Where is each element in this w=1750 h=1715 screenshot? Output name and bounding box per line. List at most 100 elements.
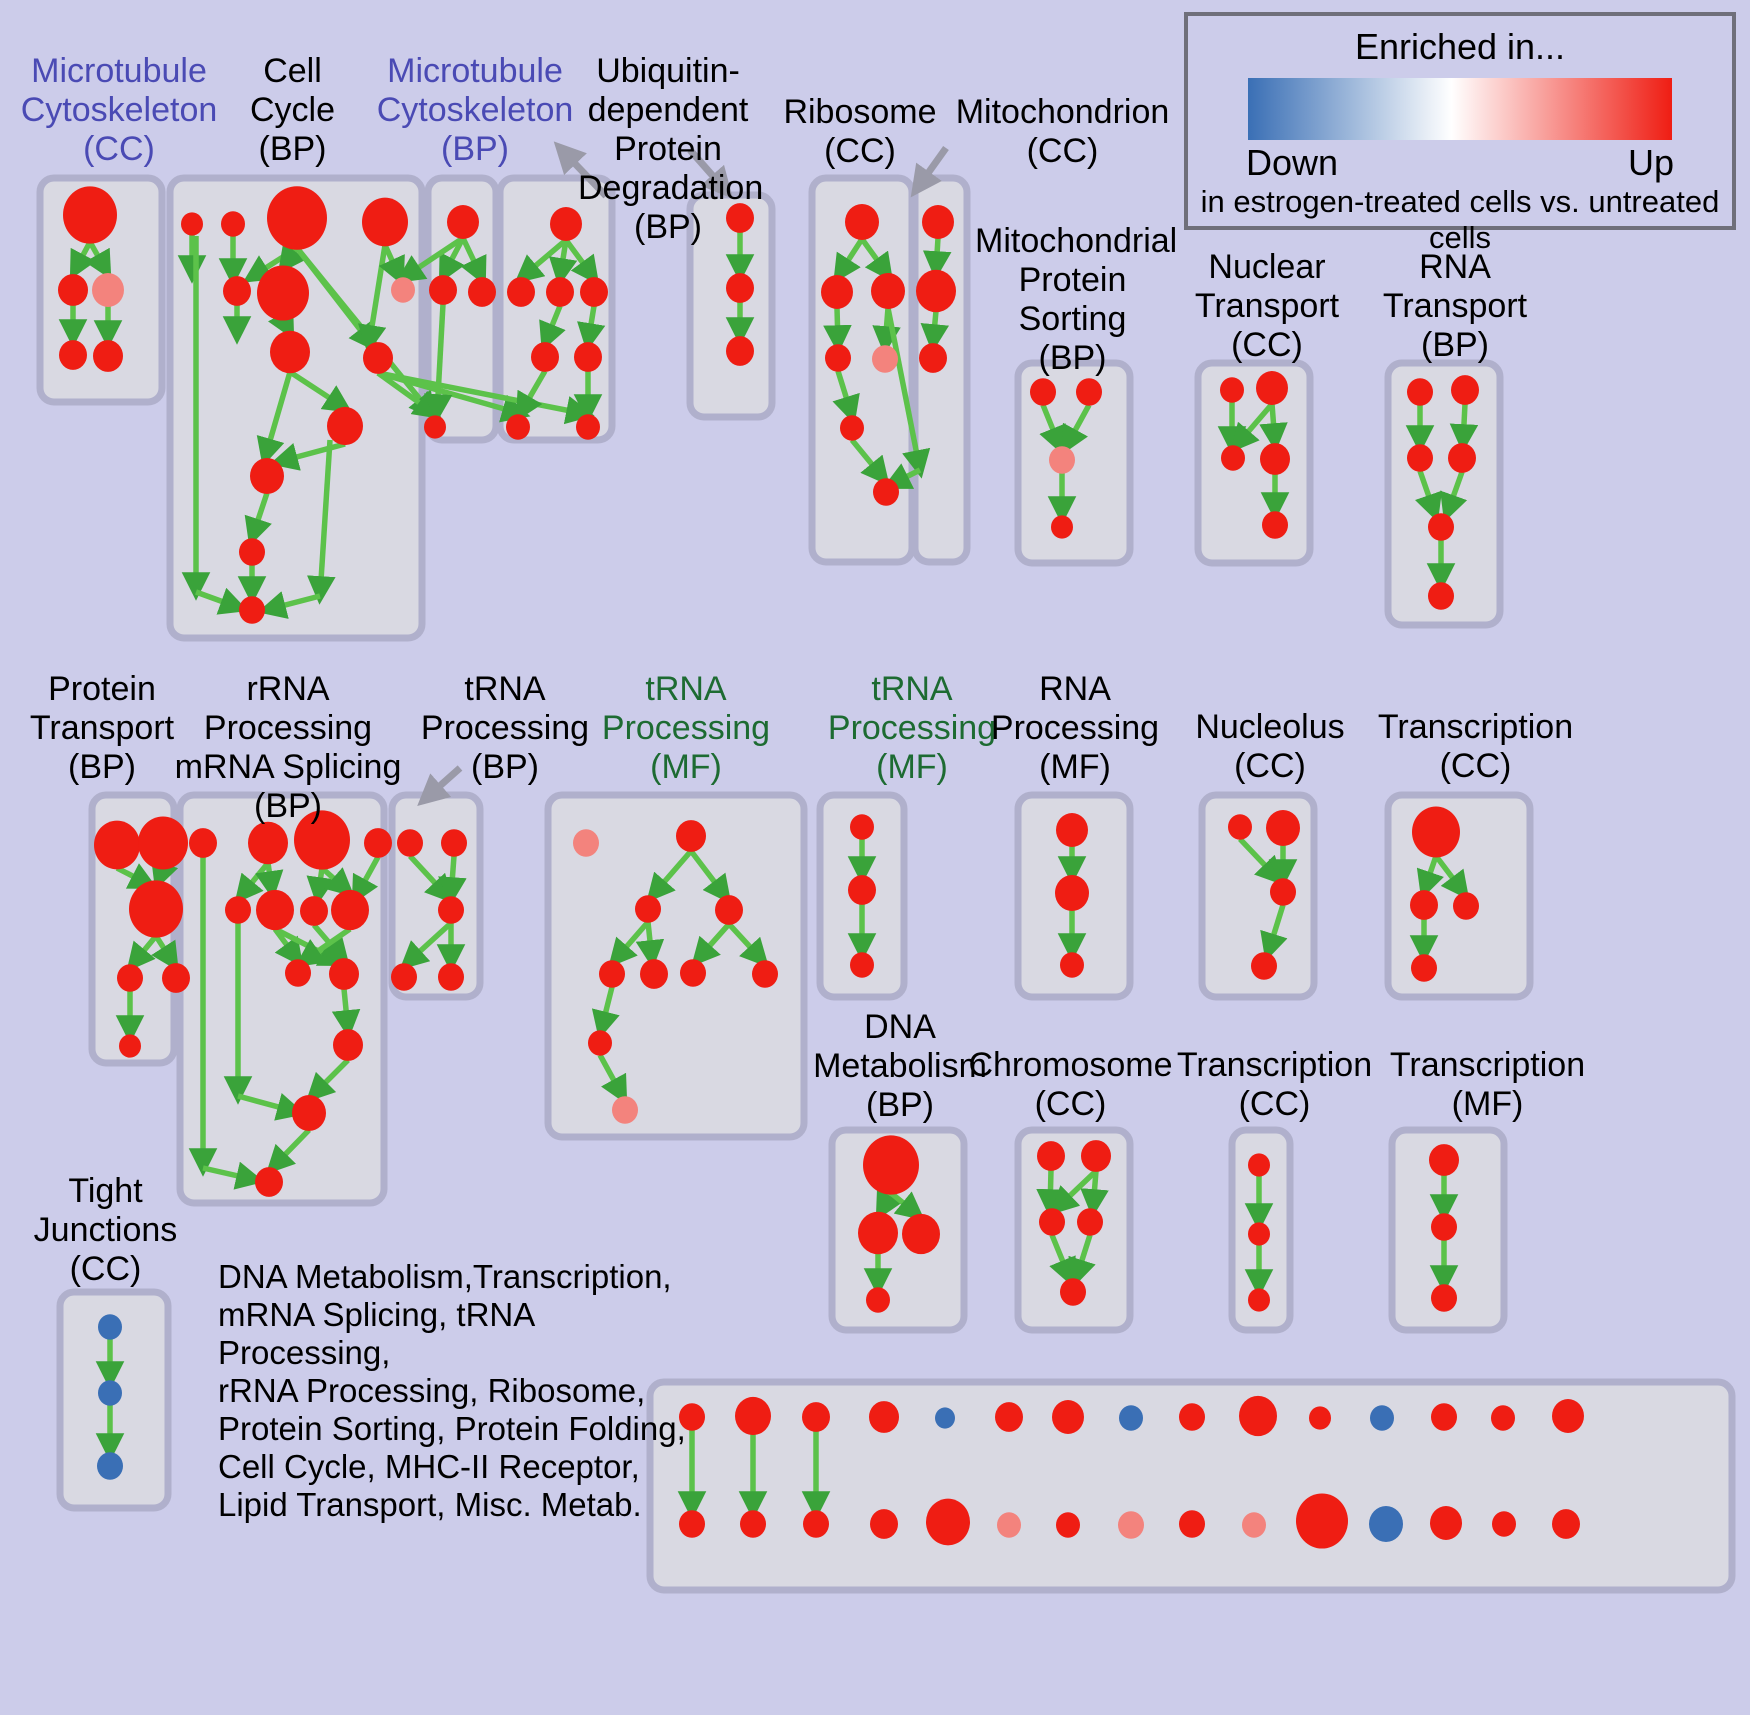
gene-node[interactable] xyxy=(1552,1399,1584,1433)
gene-node[interactable] xyxy=(680,959,706,987)
gene-node[interactable] xyxy=(1431,1213,1457,1241)
gene-node[interactable] xyxy=(397,829,423,857)
gene-node[interactable] xyxy=(98,1314,122,1340)
gene-node[interactable] xyxy=(1081,1140,1111,1172)
gene-node[interactable] xyxy=(1179,1510,1205,1538)
gene-node[interactable] xyxy=(248,821,288,865)
gene-node[interactable] xyxy=(468,277,496,307)
gene-node[interactable] xyxy=(117,964,143,992)
gene-node[interactable] xyxy=(1410,890,1438,920)
gene-node[interactable] xyxy=(871,272,905,310)
gene-node[interactable] xyxy=(866,1287,890,1313)
gene-node[interactable] xyxy=(181,212,203,236)
gene-node[interactable] xyxy=(740,1510,766,1538)
gene-node[interactable] xyxy=(821,275,853,309)
gene-node[interactable] xyxy=(1051,515,1073,539)
gene-node[interactable] xyxy=(129,880,183,938)
gene-node[interactable] xyxy=(599,960,625,988)
gene-node[interactable] xyxy=(223,276,251,306)
gene-node[interactable] xyxy=(270,330,310,374)
gene-node[interactable] xyxy=(1412,806,1460,858)
gene-node[interactable] xyxy=(1448,443,1476,473)
gene-node[interactable] xyxy=(364,828,392,858)
gene-node[interactable] xyxy=(1242,1512,1266,1538)
gene-node[interactable] xyxy=(869,1401,899,1433)
gene-node[interactable] xyxy=(162,963,190,993)
gene-node[interactable] xyxy=(863,1135,919,1195)
gene-node[interactable] xyxy=(391,277,415,303)
gene-node[interactable] xyxy=(916,269,956,313)
gene-node[interactable] xyxy=(1049,446,1075,474)
gene-node[interactable] xyxy=(825,344,851,372)
gene-node[interactable] xyxy=(574,342,602,372)
gene-node[interactable] xyxy=(1076,378,1102,406)
gene-node[interactable] xyxy=(294,810,350,870)
gene-node[interactable] xyxy=(255,1167,283,1197)
gene-node[interactable] xyxy=(1256,371,1288,405)
gene-node[interactable] xyxy=(922,205,954,239)
gene-node[interactable] xyxy=(873,478,899,506)
gene-node[interactable] xyxy=(507,277,535,307)
gene-node[interactable] xyxy=(1056,813,1088,847)
gene-node[interactable] xyxy=(1179,1403,1205,1431)
gene-node[interactable] xyxy=(98,1380,122,1406)
gene-node[interactable] xyxy=(1077,1208,1103,1236)
gene-node[interactable] xyxy=(576,414,600,440)
gene-node[interactable] xyxy=(300,896,328,926)
gene-node[interactable] xyxy=(1491,1405,1515,1431)
gene-node[interactable] xyxy=(1060,1278,1086,1306)
gene-node[interactable] xyxy=(850,952,874,978)
gene-node[interactable] xyxy=(1260,443,1290,475)
gene-node[interactable] xyxy=(588,1030,612,1056)
gene-node[interactable] xyxy=(679,1510,705,1538)
gene-node[interactable] xyxy=(93,340,123,372)
gene-node[interactable] xyxy=(441,829,467,857)
gene-node[interactable] xyxy=(1428,513,1454,541)
gene-node[interactable] xyxy=(119,1034,141,1058)
gene-node[interactable] xyxy=(1056,1512,1080,1538)
gene-node[interactable] xyxy=(1430,1506,1462,1540)
gene-node[interactable] xyxy=(1451,375,1479,405)
gene-node[interactable] xyxy=(676,820,706,852)
gene-node[interactable] xyxy=(138,816,188,870)
gene-node[interactable] xyxy=(92,273,124,307)
gene-node[interactable] xyxy=(438,963,464,991)
gene-node[interactable] xyxy=(1370,1405,1394,1431)
gene-node[interactable] xyxy=(870,1509,898,1539)
gene-node[interactable] xyxy=(1055,874,1089,912)
gene-node[interactable] xyxy=(239,596,265,624)
gene-node[interactable] xyxy=(363,342,393,374)
gene-node[interactable] xyxy=(845,203,879,241)
gene-node[interactable] xyxy=(635,895,661,923)
gene-node[interactable] xyxy=(1552,1509,1580,1539)
gene-node[interactable] xyxy=(221,211,245,237)
gene-node[interactable] xyxy=(327,406,363,446)
gene-node[interactable] xyxy=(58,274,88,306)
gene-node[interactable] xyxy=(752,960,778,988)
gene-node[interactable] xyxy=(580,277,608,307)
gene-node[interactable] xyxy=(573,829,599,857)
gene-node[interactable] xyxy=(997,1512,1021,1538)
gene-node[interactable] xyxy=(919,343,947,373)
gene-node[interactable] xyxy=(1248,1153,1270,1177)
gene-node[interactable] xyxy=(1309,1406,1331,1430)
gene-node[interactable] xyxy=(1431,1284,1457,1312)
gene-node[interactable] xyxy=(1039,1208,1065,1236)
gene-node[interactable] xyxy=(506,414,530,440)
gene-node[interactable] xyxy=(225,896,251,924)
gene-node[interactable] xyxy=(802,1402,830,1432)
gene-node[interactable] xyxy=(1262,511,1288,539)
gene-node[interactable] xyxy=(1248,1222,1270,1246)
gene-node[interactable] xyxy=(1239,1395,1277,1437)
gene-node[interactable] xyxy=(735,1396,771,1436)
gene-node[interactable] xyxy=(1492,1511,1516,1537)
gene-node[interactable] xyxy=(292,1094,326,1132)
gene-node[interactable] xyxy=(256,889,294,931)
gene-node[interactable] xyxy=(1369,1505,1403,1543)
gene-node[interactable] xyxy=(1431,1403,1457,1431)
gene-node[interactable] xyxy=(189,828,217,858)
gene-node[interactable] xyxy=(329,958,359,990)
gene-node[interactable] xyxy=(726,203,754,233)
gene-node[interactable] xyxy=(1118,1511,1144,1539)
gene-node[interactable] xyxy=(424,415,446,439)
